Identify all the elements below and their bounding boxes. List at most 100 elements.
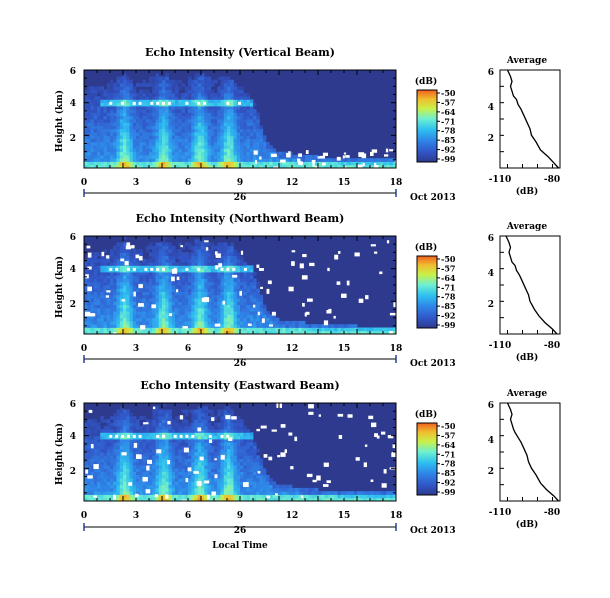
heatmap-cell (197, 115, 202, 120)
heatmap-cell (223, 481, 228, 486)
heatmap-cell (136, 481, 140, 486)
heatmap-cell (194, 271, 199, 276)
heatmap-cell (165, 298, 169, 302)
heatmap-cell (204, 409, 208, 414)
heatmap-cell (158, 141, 163, 146)
heatmap-cell (217, 304, 221, 309)
heatmap-cell (175, 435, 179, 440)
heatmap-cell (256, 138, 260, 143)
heatmap-cell (87, 275, 91, 279)
heatmap-cell (165, 307, 169, 312)
heatmap-cell (253, 484, 257, 489)
heatmap-cell (106, 461, 111, 466)
heatmap-cell (84, 429, 88, 433)
no-data-speck (84, 311, 91, 317)
heatmap-cell (93, 455, 98, 459)
heatmap-cell (214, 304, 218, 309)
heatmap-cell (379, 330, 384, 335)
heatmap-cell (162, 245, 166, 250)
heatmap-cell (243, 96, 247, 100)
heatmap-cell (249, 128, 254, 133)
heatmap-cell (149, 445, 153, 450)
heatmap-cell (259, 461, 264, 466)
heatmap-cell (116, 478, 121, 482)
heatmap-cell (100, 278, 104, 283)
heatmap-cell (149, 298, 153, 302)
no-data-speck (385, 148, 389, 153)
heatmap-cell (139, 320, 143, 325)
heatmap-cell (145, 435, 150, 440)
heatmap (83, 69, 401, 171)
heatmap-cell (175, 497, 179, 502)
heatmap-cell (223, 83, 228, 87)
heatmap-cell (171, 465, 176, 469)
heatmap-cell (175, 154, 179, 159)
heatmap-cell (227, 164, 231, 169)
no-data-speck (139, 256, 143, 261)
heatmap-cell (236, 298, 241, 302)
heatmap-cell (194, 301, 199, 305)
heatmap-cell (165, 76, 169, 81)
heatmap-cell (240, 455, 244, 459)
heatmap-cell (282, 164, 286, 169)
heatmap-cell (165, 419, 169, 423)
no-data-speck (362, 162, 365, 167)
x-tick-label: 0 (81, 344, 87, 354)
heatmap-cell (149, 242, 153, 247)
heatmap-cell (93, 432, 98, 437)
heatmap-cell (214, 115, 218, 120)
no-data-speck (280, 159, 286, 163)
heatmap-cell (90, 461, 95, 466)
heatmap-cell (210, 432, 215, 437)
heatmap-cell (253, 494, 257, 499)
heatmap-cell (123, 141, 127, 146)
heatmap-cell (136, 330, 140, 335)
heatmap-cell (165, 138, 169, 143)
heatmap-cell (184, 255, 189, 260)
heatmap-cell (149, 161, 153, 166)
heatmap-cell (113, 112, 117, 117)
heatmap-cell (132, 422, 137, 427)
heatmap-cell (246, 435, 251, 440)
heatmap-cell (97, 452, 101, 456)
heatmap-cell (220, 158, 225, 162)
heatmap-cell (126, 109, 130, 113)
heatmap-cell (123, 491, 127, 495)
heatmap-cell (191, 141, 195, 146)
heatmap-cell (113, 458, 117, 463)
heatmap-cell (152, 275, 156, 279)
heatmap-cell (178, 86, 182, 90)
heatmap-cell (188, 128, 192, 133)
heatmap-cell (240, 497, 244, 502)
heatmap-cell (207, 262, 212, 266)
heatmap-cell (90, 255, 95, 260)
heatmap-cell (145, 89, 150, 94)
heatmap-cell (347, 158, 351, 162)
heatmap-cell (210, 484, 215, 489)
average-x-tick: -80 (544, 341, 560, 351)
heatmap-cell (243, 455, 247, 459)
heatmap-cell (220, 298, 225, 302)
heatmap-cell (285, 161, 290, 166)
heatmap-cell (123, 324, 127, 328)
heatmap-cell (171, 288, 176, 292)
heatmap-cell (175, 109, 179, 113)
heatmap-cell (249, 281, 254, 286)
heatmap-cell (184, 429, 189, 433)
heatmap-cell (100, 86, 104, 90)
heatmap-cell (240, 102, 244, 107)
heatmap-cell (275, 317, 280, 322)
heatmap-cell (220, 458, 225, 463)
heatmap-cell (84, 465, 88, 469)
heatmap-cell (162, 487, 166, 492)
heatmap-cell (90, 119, 95, 123)
heatmap-cell (158, 314, 163, 319)
heatmap-cell (223, 406, 228, 410)
heatmap-cell (188, 307, 192, 312)
heatmap-cell (230, 294, 234, 299)
heatmap-cell (145, 122, 150, 126)
panel-vertical-beam: Echo Intensity (Vertical Beam) Height (k… (54, 46, 561, 203)
heatmap-cell (308, 154, 312, 159)
heatmap-cell (240, 478, 244, 482)
heatmap-cell (93, 96, 98, 100)
